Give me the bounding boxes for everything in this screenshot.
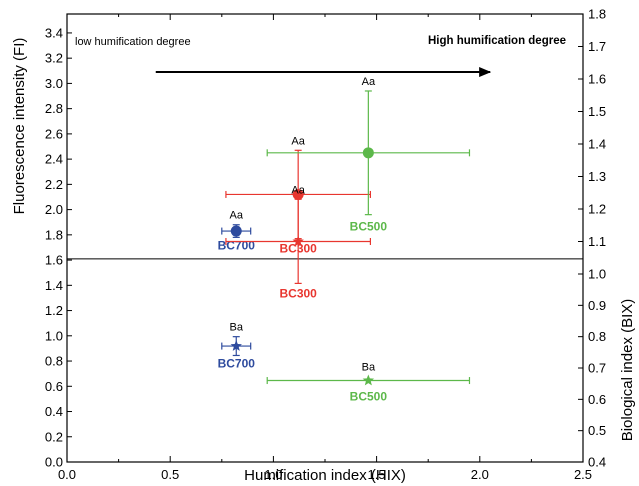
y-left-tick-label: 3.0 (45, 76, 63, 91)
data-point-bc300-lower_panel_BIX: Aa BC300 (225, 184, 372, 300)
y-left-tick-label: 1.6 (45, 253, 63, 268)
data-point-bc500-lower_panel_BIX: Ba BC500 (266, 362, 471, 404)
y-right-tick-label: 0.6 (588, 392, 606, 407)
annotation-high-humification: High humification degree (428, 35, 566, 47)
point-label-bc500: BC500 (350, 390, 388, 404)
y-right-tick-label: 1.2 (588, 202, 606, 217)
point-label-bc300: BC300 (279, 286, 317, 300)
x-tick-label: 0.0 (58, 467, 76, 482)
x-tick-label: 2.0 (471, 467, 489, 482)
y-right-tick-label: 1.5 (588, 104, 606, 119)
y-left-tick-label: 1.8 (45, 227, 63, 242)
significance-letters: Ba (230, 322, 244, 334)
y-axis-title-right: Biological index (BIX) (619, 299, 636, 442)
y-left-tick-label: 3.2 (45, 51, 63, 66)
data-point-bc500-upper_panel_FI: Aa BC500 (266, 76, 471, 234)
x-tick-label: 2.5 (574, 467, 592, 482)
y-left-tick-label: 0.2 (45, 429, 63, 444)
y-right-tick-label: 1.0 (588, 267, 606, 282)
y-right-tick-label: 0.9 (588, 298, 606, 313)
annotation-low-humification: low humification degree (75, 36, 191, 48)
y-left-tick-label: 0.8 (45, 354, 63, 369)
circle-marker (292, 188, 304, 200)
significance-letters: Aa (291, 184, 305, 196)
y-left-tick-label: 0.0 (45, 455, 63, 470)
x-tick-label: 1.5 (368, 467, 386, 482)
star-marker (292, 235, 304, 247)
y-right-tick-label: 0.5 (588, 423, 606, 438)
y-right-tick-label: 0.4 (588, 455, 606, 470)
star-marker (230, 340, 242, 351)
point-label-bc700: BC700 (218, 356, 256, 370)
significance-letters: Ba (362, 362, 376, 374)
y-right-tick-label: 1.6 (588, 72, 606, 87)
significance-letters: Aa (230, 210, 244, 222)
y-right-tick-label: 1.3 (588, 169, 606, 184)
y-left-tick-label: 3.4 (45, 25, 63, 40)
point-label-bc700: BC700 (218, 238, 256, 252)
data-point-bc700-lower_panel_BIX: Ba BC700 (218, 322, 256, 371)
y-right-tick-label: 1.8 (588, 7, 606, 22)
y-left-tick-label: 1.2 (45, 303, 63, 318)
star-marker (362, 374, 375, 386)
y-axis-title-left: Fluorescence intensity (FI) (11, 38, 28, 215)
circle-marker (230, 225, 242, 237)
x-tick-label: 1.0 (264, 467, 282, 482)
circle-marker (362, 147, 374, 159)
plot-frame (66, 13, 584, 463)
y-right-tick-label: 0.8 (588, 329, 606, 344)
y-right-tick-label: 0.7 (588, 361, 606, 376)
data-point-bc700-upper_panel_FI: Aa BC700 (218, 210, 256, 253)
significance-letters: Aa (291, 135, 305, 147)
y-left-tick-label: 2.8 (45, 101, 63, 116)
y-left-tick-label: 2.6 (45, 126, 63, 141)
point-label-bc500: BC500 (350, 220, 388, 234)
significance-letters: Aa (362, 76, 376, 88)
x-tick-label: 0.5 (161, 467, 179, 482)
y-left-tick-label: 0.6 (45, 379, 63, 394)
y-right-tick-label: 1.7 (588, 39, 606, 54)
y-right-tick-label: 1.4 (588, 137, 606, 152)
y-left-tick-label: 1.4 (45, 278, 63, 293)
y-left-tick-label: 2.0 (45, 202, 63, 217)
x-axis-title: Humification index (HIX) (244, 467, 406, 484)
y-left-tick-label: 2.2 (45, 177, 63, 192)
y-left-tick-label: 2.4 (45, 152, 63, 167)
y-left-tick-label: 1.0 (45, 328, 63, 343)
y-right-tick-label: 1.1 (588, 234, 606, 249)
y-left-tick-label: 0.4 (45, 404, 63, 419)
